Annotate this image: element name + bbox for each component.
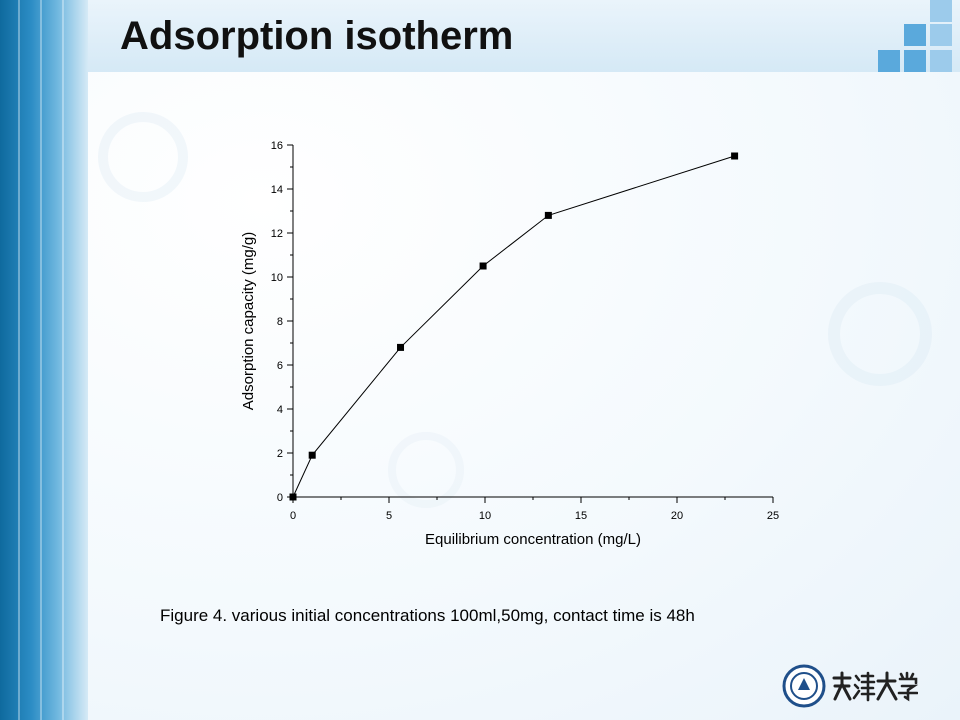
square-1: [930, 0, 952, 22]
header-band: [88, 0, 960, 72]
slide-title: Adsorption isotherm: [120, 14, 514, 58]
x-tick-label: 10: [479, 510, 491, 522]
figure-caption: Figure 4. various initial concentrations…: [160, 606, 695, 625]
y-tick-label: 4: [277, 404, 283, 416]
y-tick-label: 16: [271, 140, 283, 152]
university-name-logotype: [832, 671, 918, 702]
data-point: [289, 493, 297, 501]
data-point: [731, 152, 739, 160]
data-point: [308, 451, 316, 459]
x-tick-label: 15: [575, 510, 587, 522]
y-tick-label: 12: [271, 228, 283, 240]
decorative-squares: [870, 0, 960, 72]
y-tick-label: 2: [277, 448, 283, 460]
x-tick-label: 20: [671, 510, 683, 522]
square-3: [930, 24, 952, 46]
square-2: [904, 24, 926, 46]
left-decorative-band: [0, 0, 88, 720]
adsorption-isotherm-chart: 0 5 10 15 20 25 0 2 4 6 8 10 12 14 16 Equilibrium conce…: [240, 140, 779, 548]
data-point: [479, 262, 487, 270]
university-seal-icon: [782, 664, 826, 708]
x-axis-label: Equilibrium concentration (mg/L): [425, 531, 641, 548]
data-point: [544, 211, 552, 219]
y-tick-label: 6: [277, 360, 283, 372]
data-point: [397, 343, 405, 351]
y-tick-label: 14: [271, 184, 283, 196]
x-tick-label: 5: [386, 510, 392, 522]
series-line: [292, 155, 735, 498]
square-6: [930, 50, 952, 72]
square-4: [878, 50, 900, 72]
y-axis-label: Adsorption capacity (mg/g): [240, 232, 257, 410]
square-5: [904, 50, 926, 72]
x-tick-label: 0: [290, 510, 296, 522]
y-tick-label: 8: [277, 316, 283, 328]
content-background: [88, 72, 960, 720]
x-tick-label: 25: [767, 510, 779, 522]
y-tick-label: 0: [277, 492, 283, 504]
y-tick-label: 10: [271, 272, 283, 284]
